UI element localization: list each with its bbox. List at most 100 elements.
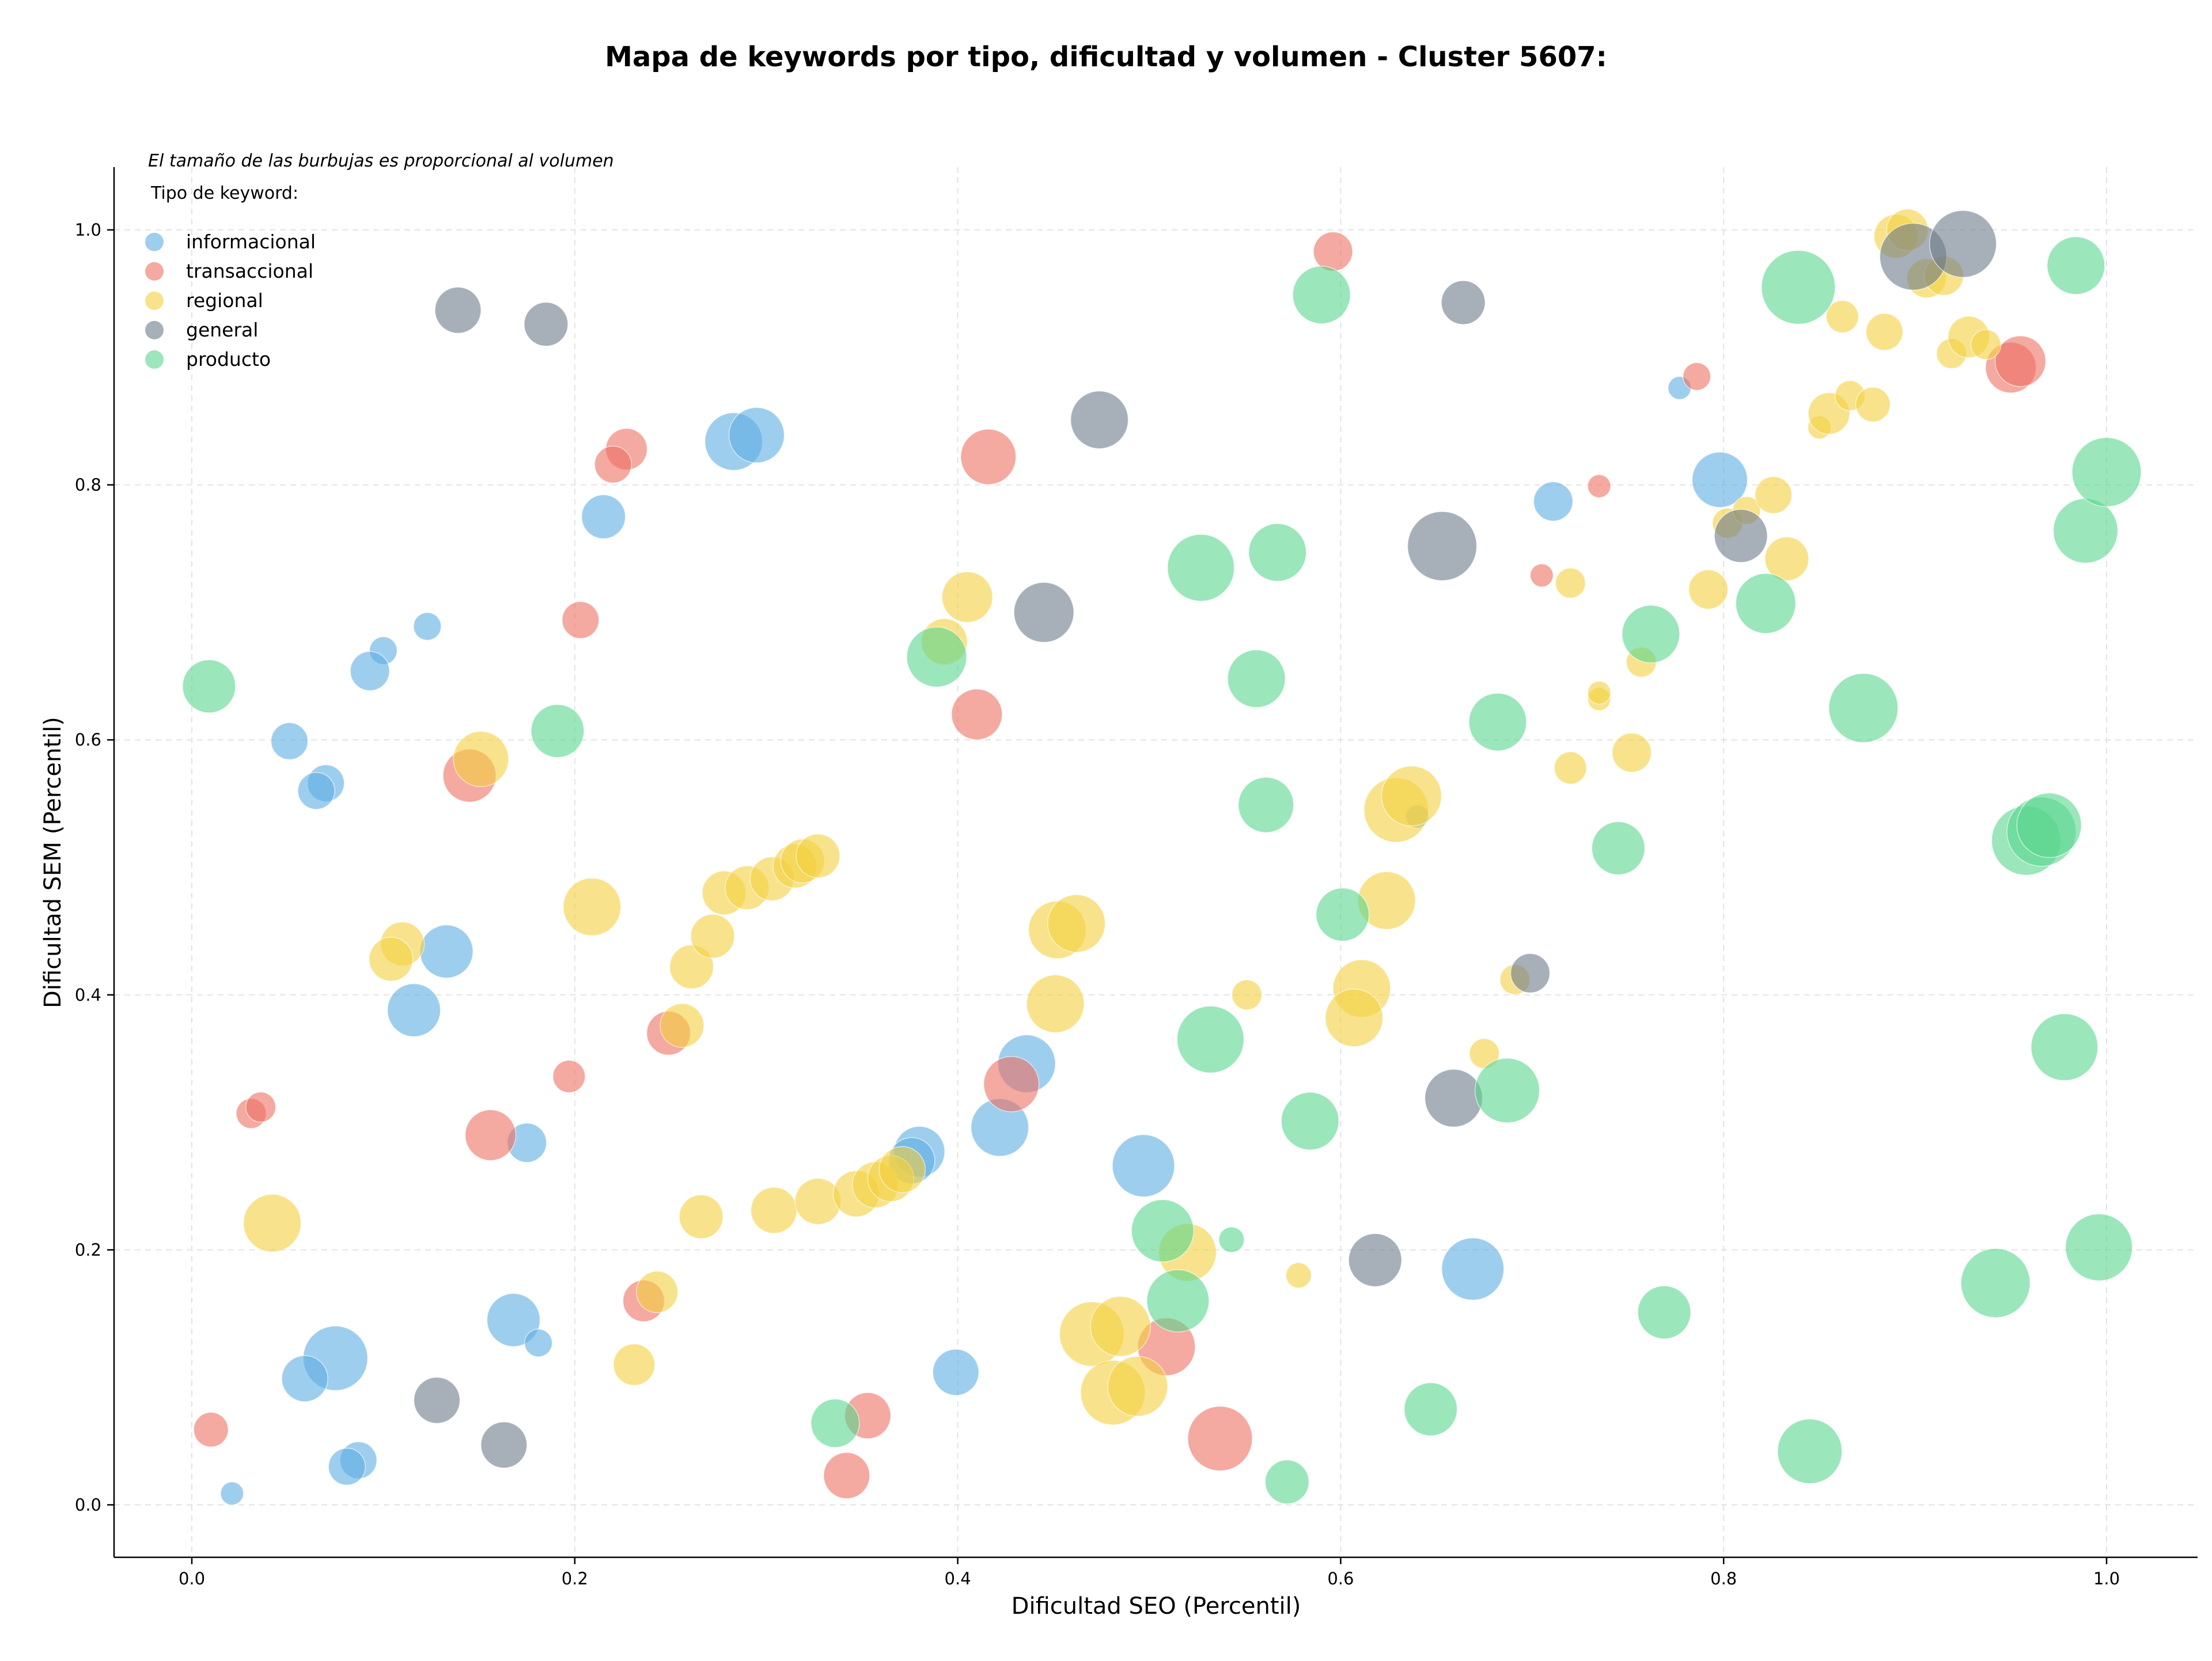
x-tick-label: 0.4	[945, 1569, 971, 1588]
bubble-general	[1424, 1069, 1483, 1127]
y-tick-label: 0.4	[75, 985, 101, 1005]
bubble-general	[1070, 390, 1129, 449]
bubble-informacional	[270, 722, 309, 760]
legend-marker-transaccional	[145, 262, 164, 281]
x-tick-label: 0.0	[179, 1569, 205, 1588]
legend: El tamaño de las burbujas es proporciona…	[145, 151, 614, 370]
legend-label-regional: regional	[186, 289, 263, 312]
bubble-producto	[1828, 673, 1899, 743]
bubble-regional	[660, 1003, 704, 1048]
bubble-regional	[1970, 329, 2002, 360]
bubble-regional	[1324, 988, 1384, 1047]
x-tick-label: 0.6	[1327, 1569, 1354, 1588]
legend-label-informacional: informacional	[186, 230, 316, 253]
bubble-transaccional	[594, 445, 632, 483]
bubble-general	[1348, 1233, 1402, 1287]
bubble-producto	[182, 659, 236, 714]
legend-label-general: general	[186, 319, 258, 341]
bubble-transaccional	[193, 1412, 229, 1448]
legend-marker-producto	[145, 350, 164, 369]
bubble-producto	[531, 703, 585, 758]
series-producto	[182, 236, 2142, 1504]
bubble-regional	[1554, 751, 1588, 785]
bubble-informacional	[413, 612, 442, 641]
bubble-informacional	[328, 1447, 366, 1486]
bubble-producto	[2047, 236, 2105, 295]
bubble-informacional	[1112, 1134, 1175, 1198]
bubble-informacional	[220, 1481, 244, 1505]
y-axis-label: Dificultad SEM (Percentil)	[40, 717, 66, 1008]
bubble-informacional	[581, 494, 626, 539]
legend-marker-general	[145, 321, 164, 339]
bubble-regional	[1855, 387, 1891, 422]
bubble-informacional	[419, 924, 474, 979]
bubble-transaccional	[552, 1060, 586, 1094]
x-tick-label: 1.0	[2093, 1569, 2120, 1588]
bubble-producto	[1146, 1269, 1210, 1333]
bubble-regional	[679, 1194, 724, 1239]
bubble-general	[524, 302, 569, 347]
bubble-producto	[1761, 249, 1836, 325]
bubble-producto	[1403, 1382, 1458, 1436]
bubble-producto	[1281, 1092, 1339, 1151]
bubble-transaccional	[464, 1109, 517, 1161]
bubble-regional	[1381, 765, 1442, 827]
bubble-producto	[2016, 792, 2082, 858]
bubble-regional	[1764, 536, 1809, 581]
bubble-regional	[1587, 680, 1611, 705]
x-tick-label: 0.2	[562, 1569, 588, 1588]
bubble-regional	[941, 571, 993, 623]
bubble-general	[1013, 582, 1074, 643]
bubble-regional	[613, 1343, 656, 1386]
bubble-regional	[453, 731, 509, 788]
bubble-general	[1510, 953, 1551, 993]
bubble-producto	[2031, 1013, 2099, 1081]
y-tick-label: 0.0	[75, 1495, 101, 1515]
bubble-transaccional	[562, 601, 600, 639]
bubble-regional	[1047, 894, 1106, 953]
legend-marker-informacional	[145, 233, 164, 251]
bubble-regional	[1026, 974, 1085, 1034]
bubble-informacional	[387, 983, 441, 1038]
bubble-general	[1441, 280, 1486, 325]
bubble-regional	[690, 914, 735, 959]
bubble-producto	[906, 626, 967, 688]
bubble-producto	[1735, 573, 1797, 634]
bubble-regional	[562, 877, 622, 936]
bubble-transaccional	[1587, 474, 1611, 498]
bubble-general	[1714, 509, 1768, 563]
bubble-regional	[368, 937, 414, 982]
series-regional	[243, 209, 2002, 1426]
bubble-producto	[1238, 777, 1294, 833]
bubble-informacional	[728, 407, 785, 464]
bubble-regional	[796, 833, 840, 879]
legend-label-producto: producto	[186, 348, 271, 370]
bubble-producto	[810, 1398, 860, 1448]
bubble-regional	[1555, 567, 1586, 599]
bubble-producto	[2065, 1213, 2133, 1281]
bubble-producto	[1637, 1285, 1691, 1340]
y-tick-label: 0.6	[75, 730, 101, 750]
legend-label-transaccional: transaccional	[186, 260, 313, 282]
legend-marker-regional	[145, 292, 164, 310]
bubble-producto	[1474, 1058, 1540, 1123]
bubble-regional	[1688, 569, 1729, 610]
bubble-informacional	[524, 1329, 553, 1357]
x-tick-label: 0.8	[1710, 1569, 1737, 1588]
bubble-regional	[1107, 1356, 1168, 1417]
legend-title: Tipo de keyword:	[150, 183, 298, 203]
bubble-regional	[1090, 1296, 1151, 1357]
bubble-transaccional	[1682, 362, 1711, 391]
bubble-transaccional	[1994, 335, 2047, 387]
bubble-regional	[1285, 1262, 1312, 1289]
bubble-regional	[750, 1187, 798, 1234]
bubble-regional	[1611, 732, 1652, 773]
bubble-general	[434, 286, 482, 334]
bubble-producto	[1777, 1418, 1843, 1484]
bubble-producto	[1227, 649, 1286, 708]
bubble-informacional	[1691, 451, 1748, 508]
bubble-informacional	[486, 1293, 541, 1347]
bubble-regional	[243, 1194, 302, 1253]
bubble-transaccional	[960, 429, 1017, 485]
